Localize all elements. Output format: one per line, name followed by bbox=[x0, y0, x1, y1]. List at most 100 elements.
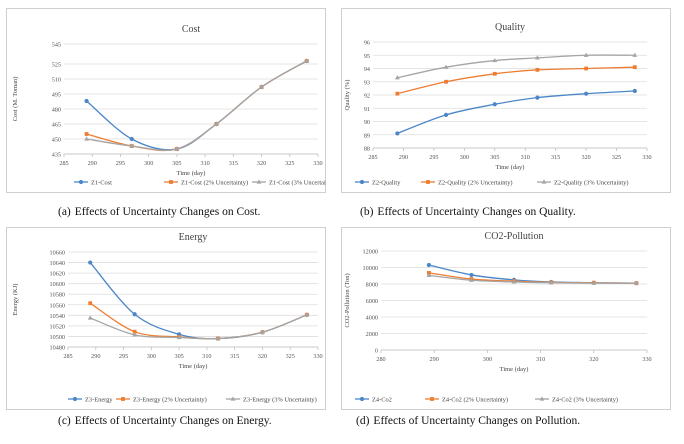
x-tick-label: 305 bbox=[490, 154, 499, 161]
chart-title: Cost bbox=[182, 24, 201, 35]
y-tick-label: 10520 bbox=[50, 323, 65, 330]
y-tick-label: 495 bbox=[52, 92, 61, 99]
chart-title: Energy bbox=[179, 232, 208, 243]
data-point bbox=[535, 67, 540, 72]
data-point bbox=[132, 332, 138, 337]
chart-title: Quality bbox=[495, 22, 525, 33]
data-point bbox=[584, 91, 589, 96]
legend-label: Z4-Co2 (2% Uncertainty) bbox=[442, 396, 508, 403]
data-point bbox=[88, 301, 93, 306]
legend-marker bbox=[72, 396, 78, 402]
data-point bbox=[584, 66, 589, 71]
x-tick-label: 320 bbox=[581, 154, 590, 161]
series-line bbox=[428, 274, 637, 284]
y-tick-label: 480 bbox=[52, 107, 61, 114]
y-tick-label: 510 bbox=[52, 77, 61, 84]
x-tick-label: 300 bbox=[147, 353, 156, 360]
series-line bbox=[86, 60, 308, 151]
data-point bbox=[132, 329, 137, 334]
x-tick-label: 310 bbox=[521, 154, 530, 161]
x-tick-label: 320 bbox=[257, 160, 266, 167]
x-tick-label: 295 bbox=[429, 154, 438, 161]
data-point bbox=[215, 335, 221, 341]
x-tick-label: 330 bbox=[313, 353, 322, 360]
x-tick-label: 325 bbox=[286, 353, 295, 360]
y-tick-label: 90 bbox=[364, 119, 370, 126]
legend-marker bbox=[256, 179, 262, 184]
y-tick-label: 6000 bbox=[366, 298, 378, 305]
y-tick-label: 88 bbox=[364, 146, 370, 153]
data-point bbox=[443, 64, 449, 69]
data-point bbox=[304, 58, 310, 63]
data-point bbox=[492, 71, 497, 76]
data-point bbox=[548, 280, 554, 285]
series-line bbox=[397, 66, 635, 95]
legend-marker bbox=[426, 180, 430, 184]
data-point bbox=[511, 279, 517, 284]
x-tick-label: 310 bbox=[536, 356, 545, 363]
legend-marker bbox=[430, 397, 434, 401]
data-point bbox=[84, 98, 89, 104]
y-axis-title: CO2-Pollution (Ton) bbox=[344, 273, 351, 327]
y-tick-label: 2000 bbox=[366, 331, 378, 338]
legend-marker bbox=[230, 396, 236, 401]
chart-frame bbox=[341, 8, 671, 193]
data-point bbox=[469, 272, 474, 278]
x-tick-label: 330 bbox=[642, 154, 651, 161]
x-tick-label: 280 bbox=[376, 356, 385, 363]
x-tick-label: 310 bbox=[200, 160, 209, 167]
data-point bbox=[591, 280, 597, 285]
legend-label: Z2-Quality bbox=[372, 179, 401, 186]
data-point bbox=[259, 84, 264, 89]
x-tick-label: 320 bbox=[258, 353, 267, 360]
data-point bbox=[426, 272, 432, 277]
caption-pollution: (d) Effects of Uncertainty Changes on Pol… bbox=[356, 415, 581, 427]
legend-marker bbox=[359, 396, 365, 402]
y-tick-label: 10540 bbox=[50, 313, 65, 320]
data-point bbox=[583, 52, 589, 57]
data-point bbox=[444, 79, 448, 84]
legend-label: Z3-Energy (2% Uncertainty) bbox=[133, 396, 207, 403]
chart-frame bbox=[341, 227, 671, 410]
x-tick-label: 305 bbox=[174, 353, 183, 360]
data-point bbox=[304, 312, 310, 317]
data-point bbox=[426, 262, 431, 268]
chart-frame bbox=[6, 227, 326, 410]
x-tick-label: 290 bbox=[399, 154, 408, 161]
legend-marker bbox=[359, 179, 365, 185]
x-tick-label: 290 bbox=[88, 160, 97, 167]
data-point bbox=[174, 146, 180, 151]
legend-marker bbox=[121, 397, 125, 401]
data-point bbox=[492, 57, 498, 63]
data-point bbox=[84, 132, 89, 136]
data-point bbox=[395, 131, 400, 136]
data-point bbox=[632, 52, 638, 57]
y-tick-label: 10640 bbox=[50, 260, 65, 267]
data-point bbox=[394, 75, 400, 80]
x-axis-title: Time (day) bbox=[496, 164, 525, 171]
y-tick-label: 10660 bbox=[50, 250, 65, 257]
legend-label: Z1-Cost (3% Uncertainty) bbox=[269, 179, 326, 186]
data-point bbox=[129, 136, 134, 142]
y-tick-label: 10600 bbox=[50, 281, 65, 288]
x-axis-title: Time (day) bbox=[500, 366, 529, 373]
x-tick-label: 300 bbox=[483, 356, 492, 363]
data-point bbox=[469, 277, 474, 282]
y-tick-label: 96 bbox=[364, 40, 370, 47]
caption-cost: (a) Effects of Uncertainty Changes on Cos… bbox=[58, 206, 261, 218]
data-point bbox=[632, 65, 637, 70]
caption-energy: (c) Effects of Uncertainty Changes on Ene… bbox=[58, 415, 272, 427]
chart-quality: Quality 88 89 90 91 92 93 94 95 96 285 290 295 300 305… bbox=[341, 8, 671, 193]
y-tick-label: 94 bbox=[364, 66, 370, 73]
x-tick-label: 330 bbox=[313, 160, 322, 167]
y-tick-label: 545 bbox=[52, 42, 61, 49]
data-point bbox=[129, 143, 135, 148]
y-tick-label: 10580 bbox=[50, 292, 65, 299]
x-tick-label: 330 bbox=[642, 356, 651, 363]
x-tick-label: 320 bbox=[589, 356, 598, 363]
x-tick-label: 325 bbox=[285, 160, 294, 167]
data-point bbox=[260, 329, 265, 334]
y-axis-title: Quality (%) bbox=[344, 80, 351, 111]
legend-label: Z3-Energy (3% Uncertainty) bbox=[243, 396, 317, 403]
chart-cost: Cost 435 450 465 480 495 510 525 545 285 290 295 300… bbox=[6, 8, 326, 193]
